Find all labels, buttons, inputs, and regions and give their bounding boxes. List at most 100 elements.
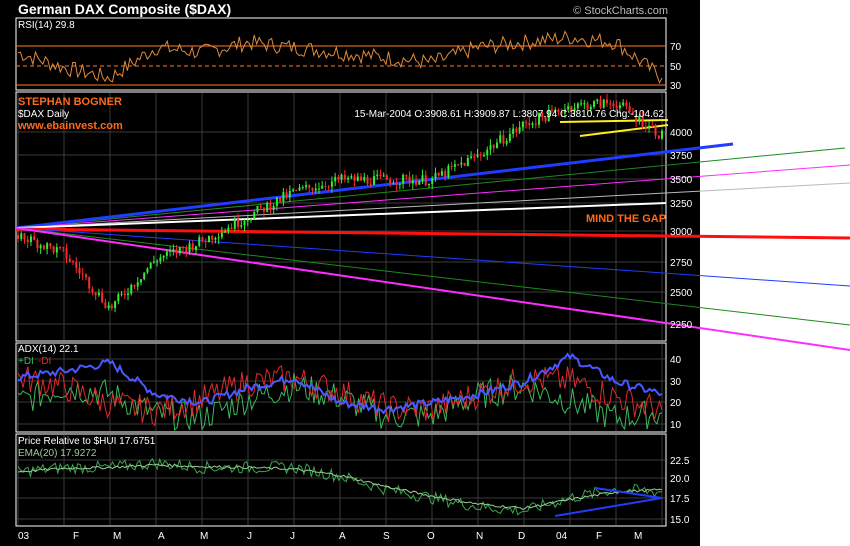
candle-body [243,220,246,226]
website-label: www.ebainvest.com [17,120,123,132]
price-tick-2750: 2750 [670,258,693,269]
candle-body [521,122,524,128]
rsi-tick-70: 70 [670,42,682,53]
trend-line-green-upper [16,147,846,229]
trend-lines [16,119,850,351]
candle-body [347,177,350,180]
author-label: STEPHAN BOGNER [18,96,122,108]
candle-body [146,268,149,273]
rsi-tick-30: 30 [670,81,682,92]
x-label-mar: M [113,531,121,542]
candle-body [557,109,560,113]
candle-body [499,135,502,143]
price-candles [17,93,663,313]
candle-body [237,219,240,227]
candle-body [402,174,405,184]
candle-body [172,249,175,251]
candle-body [269,203,272,210]
candle-body [366,177,369,184]
candle-body [191,243,194,251]
candle-body [17,234,19,240]
candle-body [266,203,269,212]
price-relative-line [17,457,663,516]
candle-body [78,267,81,274]
trend-line-grey [16,182,850,229]
candle-body [635,114,638,122]
candle-body [337,176,340,180]
candle-body [605,99,608,104]
rel-tick-20-0: 20.0 [670,474,690,485]
candle-body [26,239,29,243]
candle-body [182,246,185,249]
candle-body [560,112,563,114]
candle-body [114,301,117,309]
relative-panel [15,433,667,527]
candle-body [547,109,550,122]
candle-body [525,122,528,124]
candle-body [661,130,663,139]
candle-body [130,284,133,294]
candle-body [340,174,343,180]
candle-body [466,157,469,166]
candle-body [421,175,424,181]
candle-body [101,292,104,303]
candle-body [625,102,628,107]
trend-line-red-gap [16,227,850,240]
candle-body [554,109,557,112]
x-label-apr: A [158,531,165,542]
candle-body [88,277,91,289]
candle-body [641,115,644,128]
candle-body [369,183,372,186]
candle-body [589,106,592,110]
candle-body [110,305,113,309]
rsi-panel [15,17,667,91]
candle-body [272,205,275,210]
x-label-feb: F [73,531,79,542]
candle-body [201,237,204,242]
candle-body [382,175,385,177]
candle-body [353,176,356,181]
candle-body [583,103,586,105]
wedge-line-top [559,119,669,123]
candle-body [389,179,392,184]
candle-body [541,113,544,118]
candle-body [628,106,631,112]
candle-body [233,219,236,229]
candle-body [20,233,23,240]
candle-body [418,180,421,185]
right-margin [700,0,850,546]
candle-body [305,185,308,188]
candle-body [602,99,605,108]
candle-body [350,176,353,178]
candle-body [97,292,100,296]
candle-body [279,197,282,202]
candle-body [292,189,295,191]
candle-body [107,305,110,308]
candle-body [596,99,599,102]
candle-body [648,125,651,129]
trend-line-magenta-lower [16,227,850,351]
candle-body [256,206,259,213]
candle-body [440,171,443,176]
candle-body [580,103,583,105]
candle-body [123,293,126,295]
candle-body [253,212,256,219]
adx-tick-30: 30 [670,377,682,388]
candle-body [618,105,621,108]
candle-body [136,282,139,287]
candle-body [317,188,320,190]
candle-body [262,207,265,212]
candle-body [84,274,87,278]
candle-body [149,262,152,269]
candle-body [204,241,207,243]
x-axis: 03 F M A M J J A S O N D 04 F M [18,531,642,542]
x-label-may: M [200,531,208,542]
candle-body [453,164,456,167]
candle-body [162,255,165,258]
candle-body [379,174,382,177]
candle-body [615,106,618,108]
candle-body [483,155,486,157]
candle-body [576,103,579,109]
candle-body [224,231,227,233]
candle-body [214,237,217,240]
